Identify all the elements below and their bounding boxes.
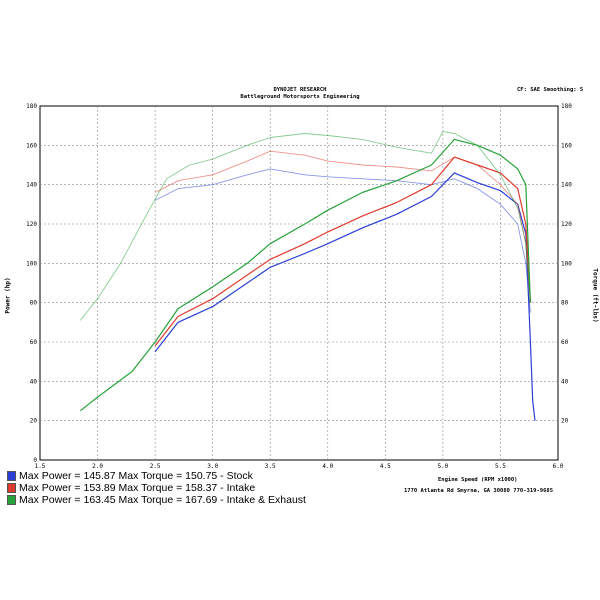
plot-background xyxy=(39,105,559,461)
chart-settings: CF: SAE Smoothing: 5 xyxy=(517,87,584,93)
y-tick-label-left: 60 xyxy=(30,339,38,346)
y-tick-label-left: 40 xyxy=(30,378,38,385)
x-tick-label: 4.0 xyxy=(322,463,333,470)
x-tick-label: 4.5 xyxy=(380,463,391,470)
y-tick-label-right: 160 xyxy=(561,142,572,149)
y-tick-label-left: 20 xyxy=(30,418,38,425)
y-tick-label-right: 100 xyxy=(561,260,572,267)
chart-title: DYNOJET RESEARCH xyxy=(273,87,327,93)
grid-layer xyxy=(40,106,558,460)
x-axis-label: Engine Speed (RPM x1000) xyxy=(438,477,518,483)
series-power-intake-exhaust xyxy=(79,138,531,412)
x-tick-label: 1.5 xyxy=(35,463,46,470)
series-layer xyxy=(79,131,536,421)
legend-label-stock: Max Power = 145.87 Max Torque = 150.75 -… xyxy=(19,470,253,482)
tick-labels: 1.5 2.0 2.5 3.0 3.5 4.0 4.5 5.0 5.5 6.0 0 20 20 40 40 6… xyxy=(26,103,572,470)
x-tick-label: 5.5 xyxy=(495,463,506,470)
legend-item-stock: Max Power = 145.87 Max Torque = 150.75 -… xyxy=(7,470,337,482)
y-tick-label-left: 80 xyxy=(30,300,38,307)
x-tick-label: 3.5 xyxy=(265,463,276,470)
y-tick-label-left: 180 xyxy=(26,103,37,110)
series-torque-intake-exhaust xyxy=(79,131,531,321)
legend-item-intake: Max Power = 153.89 Max Torque = 158.37 -… xyxy=(7,482,337,494)
legend-item-intake-exhaust: Max Power = 163.45 Max Torque = 167.69 -… xyxy=(7,494,337,506)
y-tick-label-left: 160 xyxy=(26,142,37,149)
y-tick-label-left: 120 xyxy=(26,221,37,228)
legend-swatch-stock xyxy=(7,471,16,481)
x-tick-label: 3.0 xyxy=(207,463,218,470)
legend-swatch-intake-exhaust xyxy=(7,495,16,505)
legend: Max Power = 145.87 Max Torque = 150.75 -… xyxy=(7,470,337,506)
series-torque-intake xyxy=(154,150,531,303)
y-tick-label-right: 120 xyxy=(561,221,572,228)
x-tick-label: 2.0 xyxy=(92,463,103,470)
y-tick-label-left: 100 xyxy=(26,260,37,267)
y-tick-label-left: 0 xyxy=(33,457,37,464)
y-tick-label-left: 140 xyxy=(26,182,37,189)
x-tick-label: 2.5 xyxy=(150,463,161,470)
series-power-intake xyxy=(154,156,531,347)
y-tick-label-right: 20 xyxy=(561,418,569,425)
y-axis-label-right: Torque (ft-lbs) xyxy=(591,268,599,323)
y-axis-label-left: Power (hp) xyxy=(4,277,12,314)
y-tick-label-right: 60 xyxy=(561,339,569,346)
series-torque-stock xyxy=(154,168,531,313)
y-tick-label-right: 80 xyxy=(561,300,569,307)
x-tick-label: 6.0 xyxy=(553,463,564,470)
y-tick-label-right: 180 xyxy=(561,103,572,110)
y-tick-label-right: 40 xyxy=(561,378,569,385)
shop-address: 1770 Atlanta Rd Smyrna, GA 30080 770-319… xyxy=(404,488,554,494)
legend-label-intake: Max Power = 153.89 Max Torque = 158.37 -… xyxy=(19,482,256,494)
y-tick-label-right: 140 xyxy=(561,182,572,189)
legend-label-intake-exhaust: Max Power = 163.45 Max Torque = 167.69 -… xyxy=(19,494,306,506)
chart-subtitle: Battleground Motorsports Engineering xyxy=(240,94,360,100)
x-tick-label: 5.0 xyxy=(437,463,448,470)
legend-swatch-intake xyxy=(7,483,16,493)
